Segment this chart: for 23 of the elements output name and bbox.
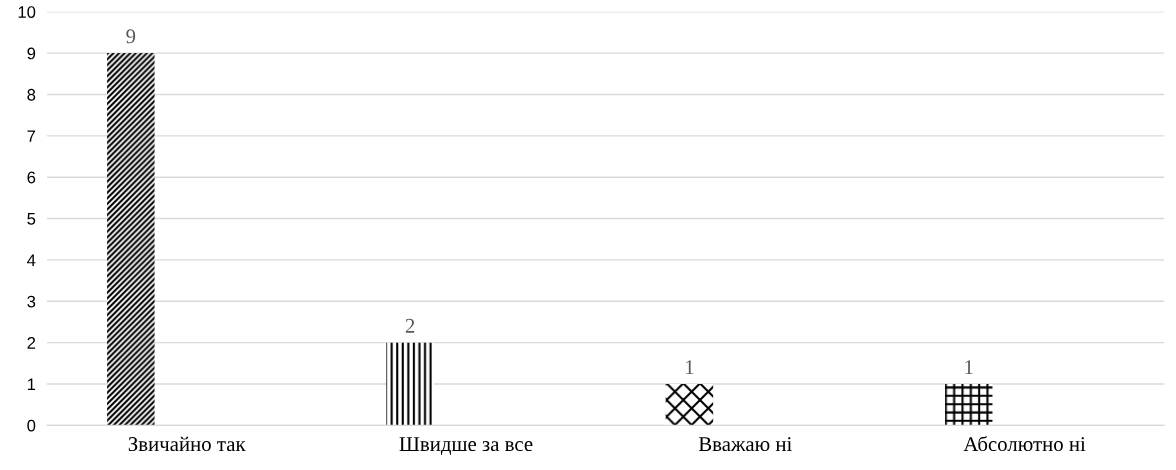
y-tick-label: 4 (27, 254, 36, 266)
y-tick-label: 2 (27, 337, 36, 349)
x-tick-label: Вважаю ні (698, 437, 792, 452)
bar (665, 383, 714, 426)
x-tick-label: Швидше за все (399, 437, 533, 455)
y-tick-label: 8 (27, 88, 36, 101)
y-tick-label: 6 (27, 171, 36, 184)
y-tick-label: 1 (27, 378, 36, 391)
bar (386, 342, 434, 426)
data-label: 9 (126, 29, 136, 44)
y-tick-label: 9 (27, 47, 36, 60)
y-tick-label: 0 (27, 419, 36, 432)
bar (107, 53, 155, 426)
y-tick-label: 3 (27, 295, 36, 308)
x-tick-label: Абсолютно ні (963, 436, 1086, 452)
y-tick-label: 10 (18, 6, 36, 18)
x-tick-label: Звичайно так (128, 436, 246, 452)
y-tick-label: 7 (27, 130, 36, 142)
y-tick-label: 5 (27, 213, 36, 225)
data-label: 1 (965, 360, 973, 374)
data-label: 2 (405, 318, 415, 333)
bar (944, 383, 993, 426)
data-label: 1 (686, 360, 694, 374)
